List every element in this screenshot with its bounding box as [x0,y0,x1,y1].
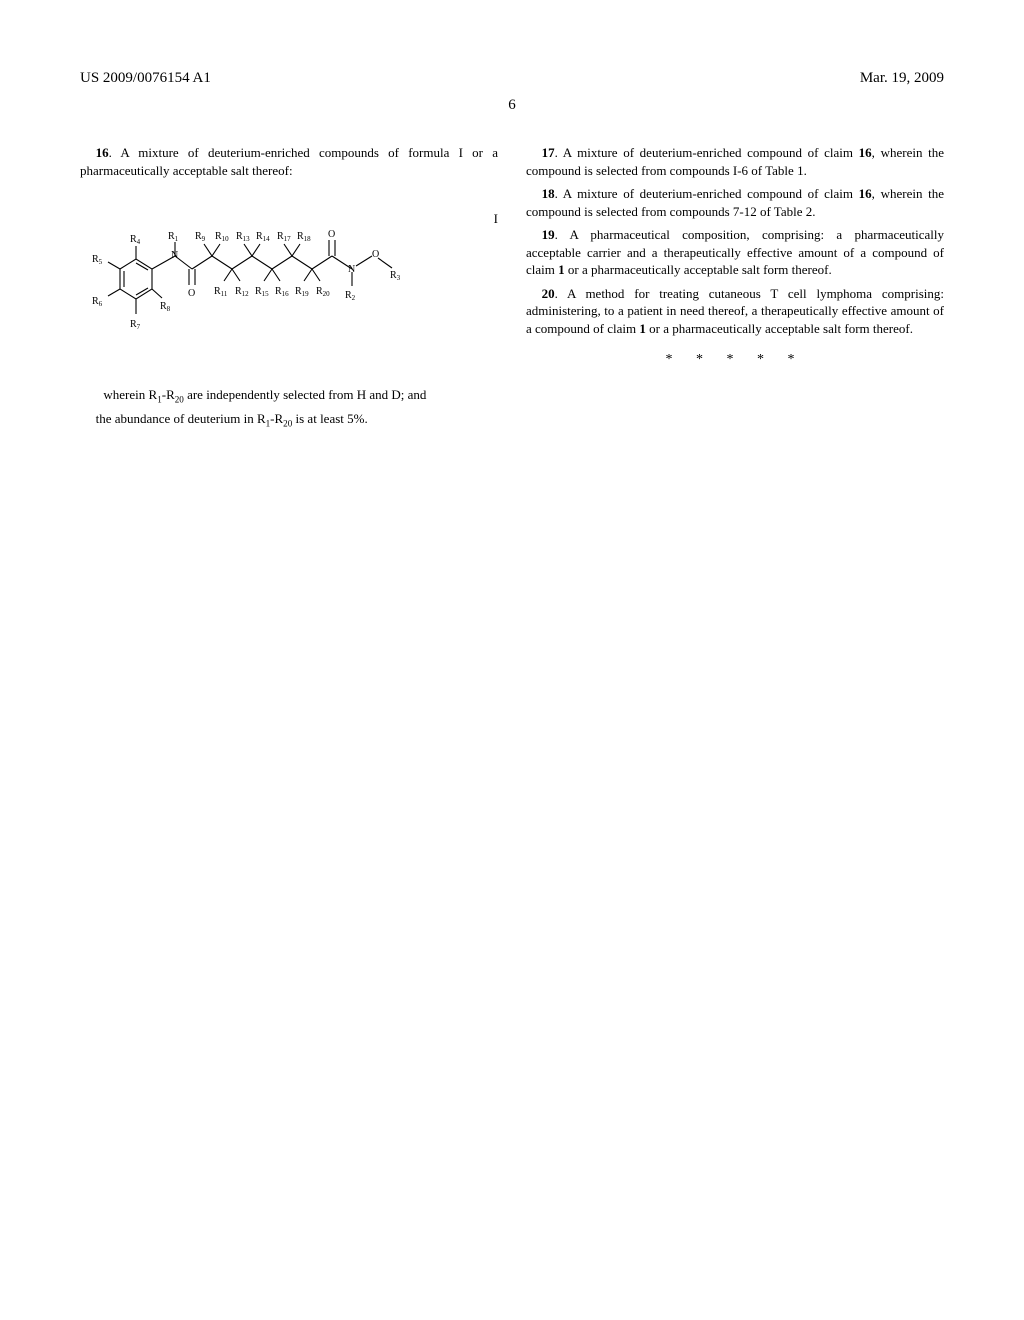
atom-n2: N [348,264,355,275]
claim-18-number: 18 [542,186,555,201]
label-r10: R10 [215,231,229,243]
claim-18-text-a: . A mixture of deuterium-enriched compou… [555,186,859,201]
claim-19-number: 19 [542,227,555,242]
page-number: 6 [80,97,944,114]
formula-block: I [80,214,498,374]
label-r5: R5 [92,254,103,266]
chemical-structure: R4 R5 R6 R7 R8 N O O N O R1 [80,214,498,374]
claim-18: 18. A mixture of deuterium-enriched comp… [526,185,944,220]
claim-17-text-a: . A mixture of deuterium-enriched compou… [555,145,859,160]
atom-n1: N [171,250,178,261]
page-header: US 2009/0076154 A1 Mar. 19, 2009 [80,70,944,87]
claim-19: 19. A pharmaceutical composition, compri… [526,226,944,279]
publication-date: Mar. 19, 2009 [860,70,944,87]
right-column: 17. A mixture of deuterium-enriched comp… [526,144,944,433]
claim-16-text: . A mixture of deuterium-enriched compou… [80,145,498,178]
claim-16-wherein: wherein R1-R20 are independently selecte… [103,386,498,406]
label-r11: R11 [214,286,228,298]
claim-18-ref: 16 [859,186,872,201]
claim-16: 16. A mixture of deuterium-enriched comp… [80,144,498,179]
label-r1: R1 [168,231,179,243]
label-r9: R9 [195,231,206,243]
atom-o2: O [328,229,335,240]
claim-16-number: 16 [96,145,109,160]
claim-20-number: 20 [542,286,555,301]
two-column-layout: 16. A mixture of deuterium-enriched comp… [80,144,944,433]
label-r2: R2 [345,290,356,302]
label-r16: R16 [275,286,289,298]
label-r19: R19 [295,286,309,298]
label-r20: R20 [316,286,330,298]
label-r12: R12 [235,286,249,298]
claim-17-ref: 16 [859,145,872,160]
label-r4: R4 [130,234,141,246]
claim-17-number: 17 [542,145,555,160]
chemical-structure-svg: R4 R5 R6 R7 R8 N O O N O R1 [80,214,440,369]
left-column: 16. A mixture of deuterium-enriched comp… [80,144,498,433]
label-r18: R18 [297,231,311,243]
end-marker: * * * * * [526,351,944,370]
atom-o1: O [188,288,195,299]
claim-16-abundance: the abundance of deuterium in R1-R20 is … [96,410,498,430]
claim-19-text-b: or a pharmaceutically acceptable salt fo… [565,262,832,277]
label-r7: R7 [130,319,141,331]
label-r8: R8 [160,301,171,313]
page-container: US 2009/0076154 A1 Mar. 19, 2009 6 16. A… [0,0,1024,473]
label-r14: R14 [256,231,270,243]
label-r17: R17 [277,231,291,243]
claim-20: 20. A method for treating cutaneous T ce… [526,285,944,338]
patent-number: US 2009/0076154 A1 [80,70,211,87]
formula-label: I [494,210,498,228]
claim-17: 17. A mixture of deuterium-enriched comp… [526,144,944,179]
label-r6: R6 [92,296,103,308]
label-r15: R15 [255,286,269,298]
atom-o3: O [372,249,379,260]
label-r13: R13 [236,231,250,243]
label-r3: R3 [390,270,401,282]
claim-20-text-b: or a pharmaceutically acceptable salt fo… [646,321,913,336]
